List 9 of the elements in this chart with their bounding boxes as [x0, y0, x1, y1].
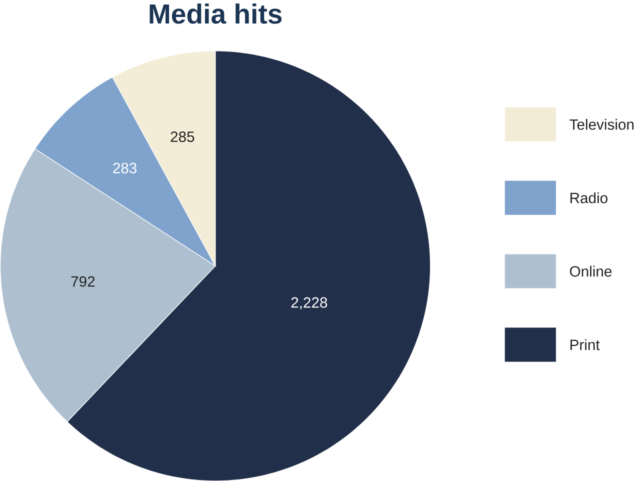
data-label: 285	[170, 131, 194, 142]
data-label: 283	[113, 162, 136, 174]
data-label: 792	[71, 276, 95, 287]
data-label: 2,228	[291, 297, 328, 310]
chart-title: Media hits	[150, 3, 282, 24]
legend-label: Television	[570, 118, 634, 130]
legend-label: Online	[570, 266, 612, 277]
legend-label: Radio	[570, 192, 608, 204]
legend-label: Print	[570, 339, 600, 350]
